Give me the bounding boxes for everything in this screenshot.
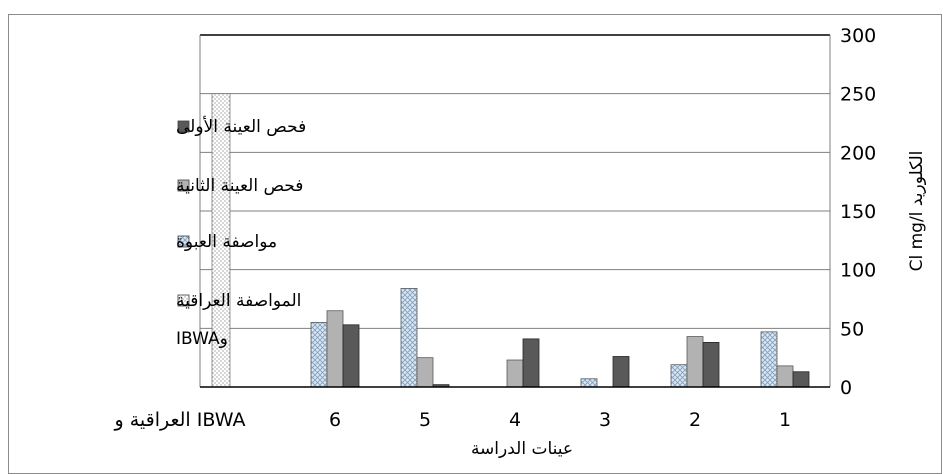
bar-cat5-series2 (416, 357, 434, 388)
y-tick-label: 0 (840, 377, 852, 399)
legend-swatch (177, 179, 190, 192)
bar-cat6-series2 (326, 310, 344, 388)
axes: 0 50 100 150 200 250 300 1 2 3 4 5 6 IBWA العراقية و (114, 25, 877, 431)
bar-cat3-series1 (580, 378, 598, 388)
y-tick-label: 50 (840, 318, 864, 340)
x-tick-label: IBWA العراقية و (114, 409, 246, 431)
x-tick-label: 2 (689, 409, 701, 431)
x-axis-title: عينات الدراسة (471, 439, 573, 459)
bars (211, 93, 810, 388)
legend-label: فحص العينة الأولى (176, 116, 306, 137)
bar-cat1-series3 (792, 371, 810, 388)
x-tick-label: 5 (419, 409, 431, 431)
bar-cat1-series1 (760, 331, 778, 388)
gridlines (200, 34, 830, 329)
x-tick-label: 3 (599, 409, 611, 431)
legend-label: المواصفة العراقية (176, 291, 301, 311)
y-axis-title: الكلوريد Cl mg/l (907, 151, 927, 272)
x-tick-label: 4 (509, 409, 521, 431)
legend-label: وIBWA (176, 329, 228, 349)
x-tick-label: 6 (329, 409, 341, 431)
legend-swatch (177, 120, 190, 133)
y-tick-label: 250 (840, 84, 876, 106)
y-tick-label: 100 (840, 260, 876, 282)
legend-label: فحص العينة الثانية (176, 176, 303, 196)
bar-cat2-series1 (670, 364, 688, 388)
y-tick-label: 300 (840, 25, 876, 47)
bar-cat2-series3 (702, 342, 720, 388)
bar-cat1-series2 (776, 365, 794, 388)
bar-cat4-series3 (522, 338, 540, 388)
bar-cat2-series2 (686, 336, 704, 388)
x-tick-label: 1 (779, 409, 791, 431)
bar-cat3-series3 (612, 356, 630, 388)
bar-cat5-series1 (400, 288, 418, 388)
y-tick-label: 200 (840, 142, 876, 164)
legend-label: مواصفة العبوة (176, 232, 277, 252)
bar-cat6-series1 (310, 322, 328, 388)
legend-swatch (177, 294, 190, 307)
legend-swatch (177, 235, 190, 248)
bar-cat6-series3 (342, 324, 360, 388)
y-tick-label: 150 (840, 201, 876, 223)
legend: فحص العينة الأولى فحص العينة الثانية مواصف… (176, 116, 306, 349)
bar-cat4-series2 (506, 359, 524, 388)
